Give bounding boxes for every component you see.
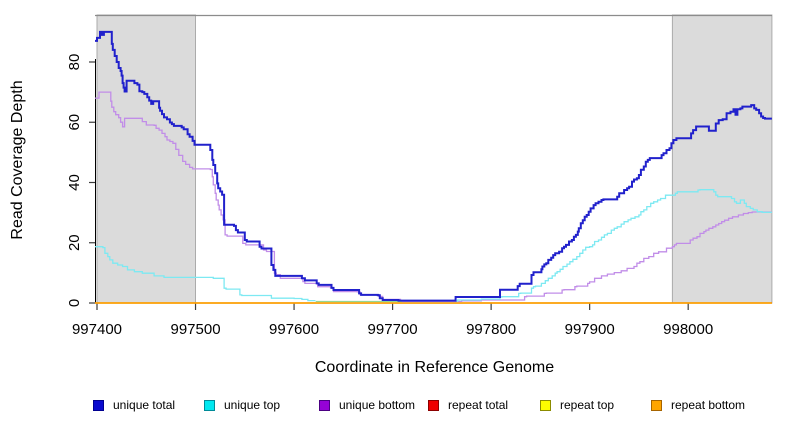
legend-item-unique-bottom: unique bottom <box>319 398 415 412</box>
legend-swatch-icon <box>540 399 551 411</box>
legend-label: repeat bottom <box>671 398 746 412</box>
y-axis-title: Read Coverage Depth <box>9 80 26 240</box>
y-tick-label: 0 <box>66 299 83 307</box>
legend-swatch-icon <box>204 399 215 411</box>
x-tick-label: 997800 <box>466 321 516 338</box>
legend-item-repeat-total: repeat total <box>428 398 508 412</box>
legend-swatch-icon <box>651 399 662 411</box>
x-tick-label: 997700 <box>368 321 418 338</box>
legend-item-unique-top: unique top <box>204 398 280 412</box>
series-unique-bottom <box>95 91 772 303</box>
shaded-region-right <box>671 14 773 304</box>
legend-label: unique bottom <box>339 398 416 412</box>
legend-swatch-icon <box>93 399 104 411</box>
y-tick-label: 80 <box>66 54 83 71</box>
series-unique-total <box>95 30 772 302</box>
y-tick-label: 60 <box>66 114 83 131</box>
y-tick-label: 40 <box>66 174 83 191</box>
x-tick-label: 997500 <box>170 321 220 338</box>
x-tick-label: 997600 <box>269 321 319 338</box>
legend-label: unique top <box>224 398 281 412</box>
x-axis-title: Coordinate in Reference Genome <box>314 359 555 376</box>
x-tick-label: 998000 <box>663 321 713 338</box>
y-tick-label: 20 <box>66 234 83 251</box>
chart-legend: unique total unique top unique bottom repea… <box>0 398 792 414</box>
legend-label: repeat top <box>560 398 615 412</box>
x-tick-label: 997400 <box>72 321 122 338</box>
series-unique-top <box>456 189 772 302</box>
legend-item-unique-total: unique total <box>93 398 175 412</box>
x-tick-label: 997900 <box>565 321 615 338</box>
series-unique-top <box>95 246 316 302</box>
legend-label: unique total <box>113 398 176 412</box>
legend-swatch-icon <box>319 399 330 411</box>
legend-label: repeat total <box>448 398 509 412</box>
legend-item-repeat-top: repeat top <box>540 398 614 412</box>
shaded-region-left <box>96 14 196 304</box>
legend-item-repeat-bottom: repeat bottom <box>651 398 745 412</box>
legend-swatch-icon <box>428 399 439 411</box>
